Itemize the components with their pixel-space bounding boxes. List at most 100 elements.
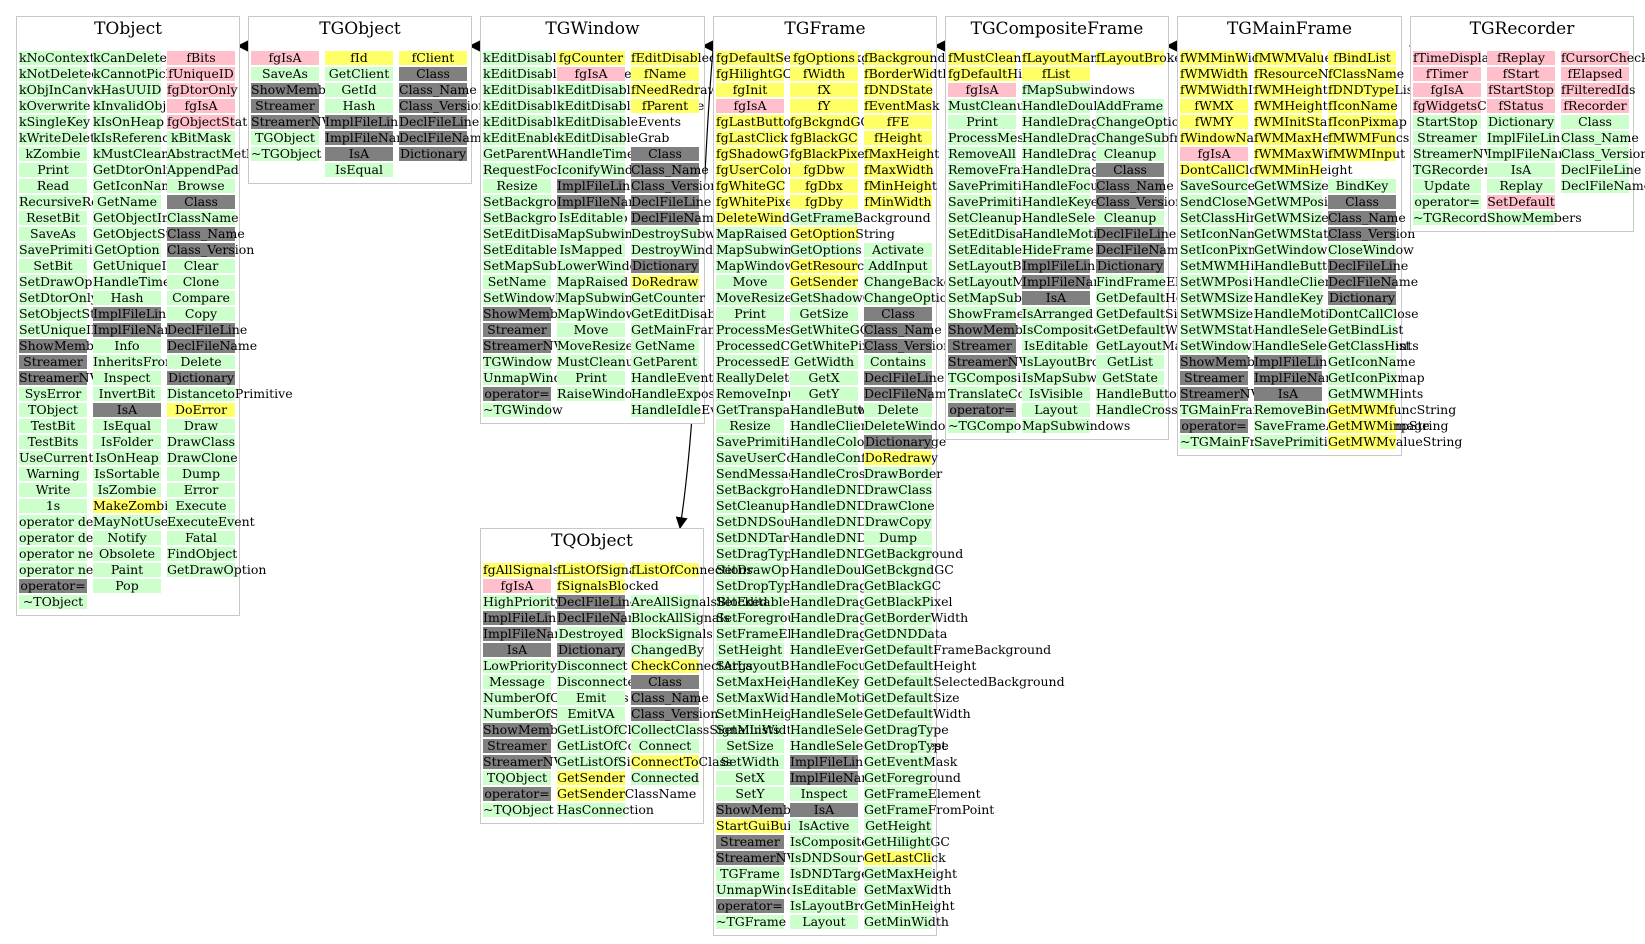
member-cell: operator= xyxy=(1180,419,1248,433)
member-cell: Error xyxy=(167,483,235,497)
member-column: fListOfSignals fSignalsBlocked DeclFileLin… xyxy=(557,563,698,819)
member-cell xyxy=(1096,67,1164,81)
member-cell: IsMapSubwindows xyxy=(1022,371,1142,385)
member-cell: StartStop xyxy=(1413,115,1481,129)
member-cell: Class_Version xyxy=(1561,147,1645,161)
member-cell: fResourceName xyxy=(1254,67,1355,81)
member-label: RaiseWindow xyxy=(557,386,643,401)
member-cell: SetMaxHeight xyxy=(716,675,808,689)
member-label: fRecorder xyxy=(1563,98,1627,113)
member-cell: fSignalsBlocked xyxy=(557,579,659,593)
member-label: operator= xyxy=(484,386,550,401)
member-cell: StreamerNVirtual xyxy=(1180,387,1294,401)
member-cell: NumberOfSignals xyxy=(483,707,597,721)
member-cell: fClient xyxy=(399,51,467,65)
member-cell: fHeight xyxy=(864,131,932,145)
member-cell: SaveSource xyxy=(1180,179,1255,193)
member-cell: kNoContextMenu xyxy=(19,51,131,65)
member-cell: GetLastClick xyxy=(864,851,946,865)
member-cell: ImplFileName xyxy=(93,323,184,337)
member-cell: fElapsed xyxy=(1561,67,1629,81)
member-label: kCanDelete xyxy=(93,50,167,65)
member-cell: SetMinWidth xyxy=(716,723,800,737)
member-cell: SetMaxWidth xyxy=(716,691,802,705)
member-label: GetBackground xyxy=(864,546,964,561)
member-label: fElapsed xyxy=(1567,66,1623,81)
member-label: IsSortable xyxy=(94,466,160,481)
member-cell: kWriteDelete xyxy=(19,131,103,145)
member-label: DeclFileLine xyxy=(167,322,248,337)
member-cell: fgHilightGC xyxy=(716,67,792,81)
member-label: fDNDState xyxy=(864,82,934,97)
member-cell: operator= xyxy=(716,899,784,913)
member-label: Activate xyxy=(872,242,924,257)
member-label: kHasUUID xyxy=(93,82,162,97)
member-cell: operator= xyxy=(948,403,1016,417)
member-label: SetDrawOption xyxy=(19,274,117,289)
member-cell: Cleanup xyxy=(1096,147,1164,161)
member-label: Hash xyxy=(342,98,376,113)
member-label: DeclFileName xyxy=(631,210,722,225)
member-cell: TGObject xyxy=(251,131,319,145)
member-label: Streamer xyxy=(952,338,1012,353)
member-cell: ImplFileLine xyxy=(325,115,406,129)
member-label: fgCounter xyxy=(558,50,624,65)
member-label: ~TQObject xyxy=(483,802,554,817)
member-cell: GetOption xyxy=(93,243,161,257)
member-label: SetMaxWidth xyxy=(716,690,802,705)
member-cell: HandleKey xyxy=(790,675,859,689)
member-cell: GetDefaultSize xyxy=(1096,307,1192,321)
member-cell: kEditDisableBtnEnable xyxy=(557,99,704,113)
member-label: fEditDisabled xyxy=(631,50,718,65)
member-label: GetOptions xyxy=(790,242,862,257)
member-cell: TGCompositeFrame xyxy=(948,371,1075,385)
member-label: HandleButton xyxy=(1254,258,1343,273)
member-label: UnmapWindow xyxy=(716,882,813,897)
member-column: fMWMValue fResourceName fWMHeight fWMHeight… xyxy=(1254,51,1430,451)
member-label: SetDrawOption xyxy=(716,562,814,577)
member-cell: DrawBorder xyxy=(864,467,942,481)
member-column: kCanDelete kCannotPick kHasUUID kInvalidObj… xyxy=(93,51,186,595)
member-cell: Pop xyxy=(93,579,161,593)
member-label: GetBlackPixel xyxy=(864,594,953,609)
member-label: fId xyxy=(350,50,368,65)
member-label: fWidth xyxy=(802,66,846,81)
member-cell: DrawClone xyxy=(864,499,935,513)
member-cell: GetBackground xyxy=(864,547,963,561)
member-cell: ~TQObject xyxy=(483,802,554,817)
member-label: fLayoutBroken xyxy=(1096,50,1190,65)
member-cell: SetWMState xyxy=(1180,323,1260,337)
member-label: kEditDisableEvents xyxy=(557,114,682,129)
member-label: DeclFileLine xyxy=(864,370,945,385)
member-cell: DeclFileName xyxy=(1096,243,1186,257)
member-cell: Class_Name xyxy=(399,83,477,97)
member-label: Class xyxy=(1578,114,1612,129)
member-label: IsEqual xyxy=(103,418,151,433)
member-cell: StreamerNVirtual xyxy=(716,851,830,865)
member-cell: IsA xyxy=(1487,163,1555,177)
member-label: fListOfSignals xyxy=(557,562,647,577)
member-label: Streamer xyxy=(1417,130,1477,145)
member-cell: MapSubwindows xyxy=(557,291,665,305)
member-label: Clear xyxy=(183,258,219,273)
member-cell: Class_Version xyxy=(399,99,486,113)
member-cell: HandleDoubleClick xyxy=(790,563,913,577)
member-cell: HandleDNDFinished xyxy=(790,515,921,529)
member-cell: Print xyxy=(19,163,87,177)
member-cell: SavePrimitive xyxy=(716,435,804,449)
member-label: IsA xyxy=(1045,290,1067,305)
member-column: fgOptions fWidth fX fY fgBckgndGC fgBlackGC fg… xyxy=(790,51,946,931)
member-label: kWriteDelete xyxy=(19,130,103,145)
member-cell: fId xyxy=(325,51,393,65)
member-label: fgBckgndGC xyxy=(790,114,870,129)
member-cell: GetY xyxy=(790,387,858,401)
member-cell: IsSortable xyxy=(93,467,161,481)
member-cell: SetDragType xyxy=(716,547,799,561)
member-cell: GetList xyxy=(1096,355,1164,369)
member-cell: GetBindList xyxy=(1328,323,1403,337)
member-label: fUniqueID xyxy=(168,66,234,81)
member-cell: fName xyxy=(631,67,699,81)
member-cell: kEditEnable xyxy=(483,131,561,145)
member-label: AbstractMethod xyxy=(167,146,270,161)
member-label: GetForeground xyxy=(864,770,961,785)
